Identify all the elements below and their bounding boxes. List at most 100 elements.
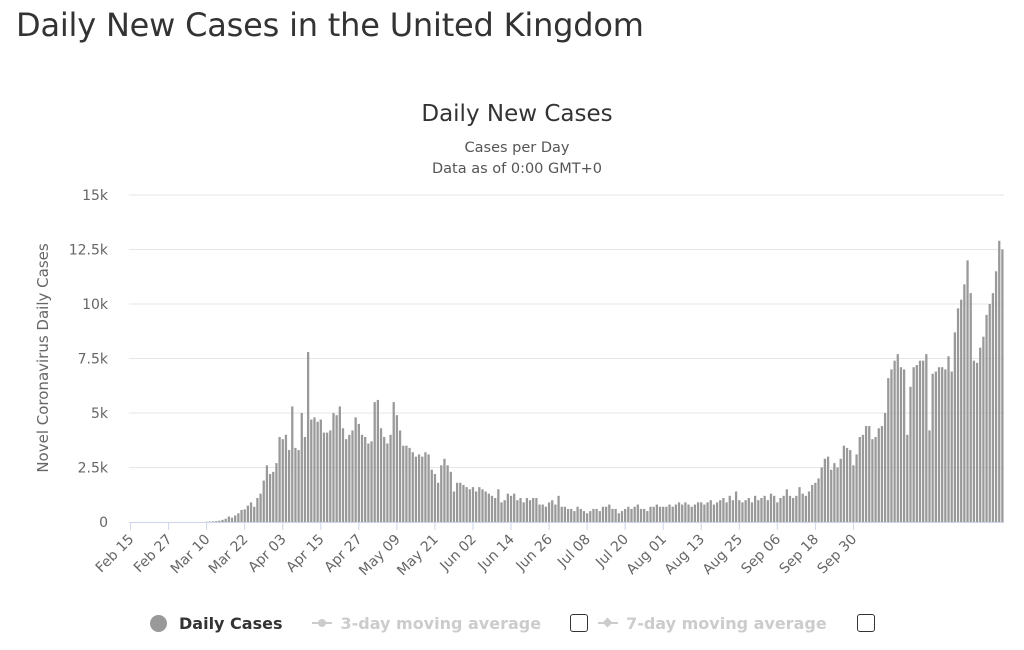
grid-lines: [129, 194, 1004, 468]
bar: [570, 508, 573, 522]
bar: [614, 508, 617, 522]
bar: [478, 487, 481, 522]
legend-item-3-day-average[interactable]: 3-day moving average: [312, 614, 541, 633]
bar: [265, 465, 269, 522]
x-tick-label: Mar 22: [206, 532, 252, 578]
bar: [427, 454, 430, 522]
bar: [576, 506, 579, 522]
bar: [960, 299, 963, 522]
bar: [801, 493, 804, 522]
bar: [715, 502, 719, 522]
bar: [722, 498, 725, 522]
bar: [769, 493, 773, 522]
y-axis-ticks: 0 2.5k 5k 7.5k 10k 12.5k 15k: [69, 188, 109, 531]
bar: [652, 506, 655, 522]
bar: [861, 434, 865, 522]
bar: [703, 504, 706, 522]
bar: [738, 500, 741, 522]
x-tick-label: Jul 08: [554, 532, 594, 572]
bar: [392, 402, 395, 522]
bar: [839, 458, 842, 522]
x-tick-label: Apr 03: [245, 532, 289, 576]
bar: [890, 369, 893, 522]
checkbox-7-day-average[interactable]: [856, 614, 875, 632]
bar: [376, 399, 380, 522]
bar: [899, 367, 903, 522]
bar: [446, 465, 449, 522]
bar: [525, 498, 529, 522]
bar: [443, 458, 446, 522]
bar: [687, 504, 690, 522]
bar: [700, 502, 703, 522]
bar: [915, 365, 918, 522]
bar: [256, 498, 259, 522]
bar: [788, 495, 792, 522]
bar: [747, 498, 750, 522]
bar: [836, 467, 839, 522]
bar: [833, 463, 836, 522]
bar: [224, 518, 227, 522]
line-circle-marker-icon: [312, 617, 333, 629]
bar: [452, 491, 456, 522]
bar: [604, 506, 608, 522]
bar: [611, 508, 614, 522]
bar: [918, 360, 922, 522]
bar: [956, 308, 960, 522]
line-diamond-marker-icon: [598, 617, 619, 629]
bar: [284, 434, 288, 522]
bar: [471, 487, 475, 522]
bar: [681, 504, 684, 522]
bar: [966, 260, 969, 522]
bar: [696, 502, 700, 522]
y-axis-label: Novel Coronavirus Daily Cases: [34, 243, 52, 473]
chart-subtitle-data-as-of: Data as of 0:00 GMT+0: [432, 161, 602, 177]
chart-subtitle-cases-per-day: Cases per Day: [465, 140, 570, 156]
bar: [411, 452, 414, 522]
bar: [988, 304, 991, 522]
bars: [205, 240, 1004, 522]
bar: [750, 502, 754, 522]
bar: [338, 406, 341, 522]
bar: [595, 508, 598, 522]
legend-item-daily-cases[interactable]: Daily Cases: [150, 614, 282, 633]
x-tick-label: Aug 25: [700, 532, 746, 578]
bar: [503, 500, 506, 522]
y-tick-label: 5k: [91, 406, 109, 422]
bar: [326, 432, 329, 522]
x-tick-label: Feb 27: [131, 532, 176, 577]
x-tick-label: Sep 06: [738, 531, 784, 577]
bar: [481, 489, 484, 522]
legend-item-7-day-average[interactable]: 7-day moving average: [598, 614, 827, 633]
bar: [830, 469, 833, 522]
bar: [639, 508, 643, 522]
bar: [246, 505, 250, 522]
bar: [592, 508, 595, 522]
bar: [728, 495, 731, 522]
bar: [240, 510, 243, 522]
bar: [706, 502, 709, 522]
bar: [807, 491, 811, 522]
bar: [414, 456, 418, 522]
x-tick-label: Aug 01: [624, 532, 670, 578]
bar: [560, 506, 563, 522]
bar: [579, 508, 582, 522]
bar: [253, 506, 256, 522]
bar: [506, 493, 509, 522]
bar: [459, 482, 462, 522]
bar: [313, 417, 316, 522]
checkbox-3-day-average[interactable]: [570, 614, 589, 632]
bar: [538, 504, 541, 522]
bar: [465, 487, 468, 522]
bar: [649, 506, 652, 522]
bar: [557, 495, 560, 522]
bar: [804, 495, 807, 522]
bar: [896, 354, 899, 522]
bar: [351, 430, 354, 522]
bar: [991, 293, 995, 522]
bar: [272, 471, 275, 522]
bar: [912, 367, 915, 522]
bar: [646, 511, 649, 522]
bar: [944, 369, 947, 522]
bar: [221, 519, 224, 522]
bar: [554, 504, 557, 522]
